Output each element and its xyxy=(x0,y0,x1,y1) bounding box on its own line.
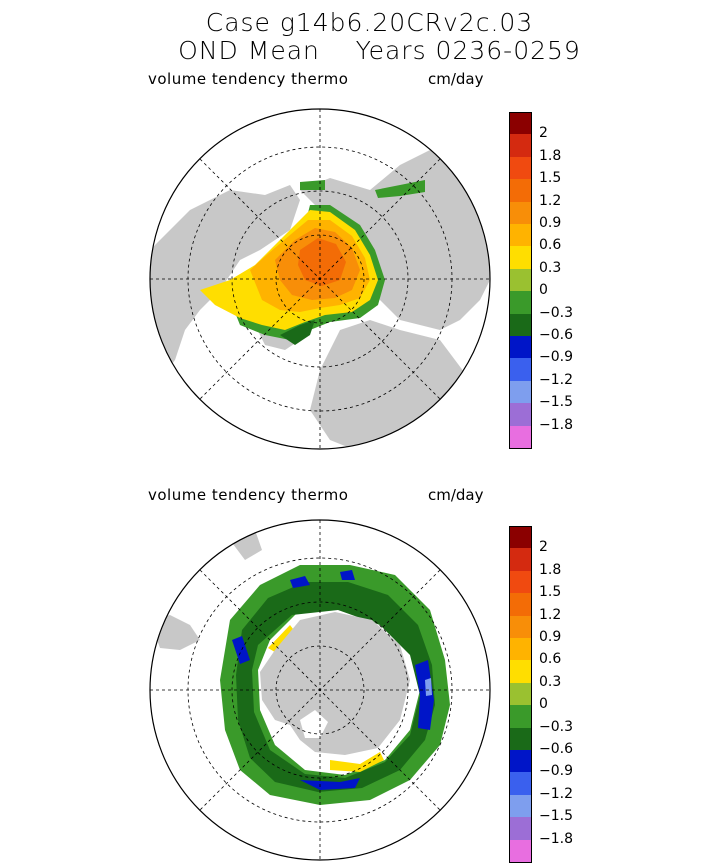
title-line-2: OND Mean Years 0236-0259 xyxy=(178,36,581,65)
colorbar-swatch xyxy=(509,134,532,158)
colorbar-swatch xyxy=(509,750,532,773)
colorbar-swatch xyxy=(509,336,532,359)
colorbar-tick-label: −0.3 xyxy=(539,304,573,321)
colorbar-swatch xyxy=(509,593,532,616)
asia-land xyxy=(300,150,490,330)
colorbar-swatch xyxy=(509,403,532,426)
colorbar-swatch xyxy=(509,705,532,728)
colorbar-tick-label: 1.2 xyxy=(539,192,562,209)
colorbar-tick-label: −1.8 xyxy=(539,830,573,847)
colorbar-tick-label: 0 xyxy=(539,696,548,713)
barents-green xyxy=(280,320,315,345)
colorbar-tick-label: −1.2 xyxy=(539,371,573,388)
colorbar-tick-label: 1.8 xyxy=(539,561,562,578)
colorbar-swatch xyxy=(509,313,532,337)
colorbar-tick-label: 1.8 xyxy=(539,147,562,164)
colorbar-tick-label: 0 xyxy=(539,282,548,299)
bering-green-strip xyxy=(300,180,325,190)
colorbar-swatch xyxy=(509,727,532,751)
colorbar-swatch xyxy=(509,380,532,404)
colorbar-swatch xyxy=(509,291,532,314)
siberia-green-strip xyxy=(375,180,425,198)
antarctic-ice-blue-5 xyxy=(232,636,250,664)
colorbar-swatch xyxy=(509,615,532,639)
colorbar-tick-label: −1.2 xyxy=(539,785,573,802)
ross-sea-ice-white xyxy=(300,710,328,738)
south-panel-units: cm/day xyxy=(428,486,484,504)
colorbar-tick-label: 0.9 xyxy=(539,215,562,231)
colorbar-swatch xyxy=(509,794,532,818)
north-america-land xyxy=(150,185,300,380)
colorbar-swatch xyxy=(509,660,532,684)
colorbar-tick-label: 0.3 xyxy=(539,259,562,276)
colorbar-tick-label: 1.2 xyxy=(539,606,562,623)
colorbar-swatch xyxy=(509,201,532,225)
north-panel-label: volume tendency thermo xyxy=(148,70,349,88)
colorbar-swatch xyxy=(509,772,532,796)
colorbar-swatch xyxy=(509,112,532,136)
arctic-map-border xyxy=(149,108,491,450)
colorbar-tick-label: 2 xyxy=(539,539,548,556)
colorbar-swatch xyxy=(509,179,532,202)
colorbar-tick-label: −0.9 xyxy=(539,763,573,780)
colorbar-tick-label: 0.6 xyxy=(539,237,562,254)
colorbar-tick-label: −0.6 xyxy=(539,741,573,757)
colorbar-tick-label: 1.5 xyxy=(539,584,562,601)
colorbar-swatch xyxy=(509,817,532,840)
colorbar-swatch xyxy=(509,570,532,594)
colorbar-tick-label: −0.3 xyxy=(539,718,573,735)
colorbar-swatch xyxy=(509,682,532,706)
colorbar-swatch xyxy=(509,268,532,292)
arctic-ice-dark-orange xyxy=(298,238,346,286)
colorbar-tick-label: −1.8 xyxy=(539,416,573,433)
antarctic-ice-blue-3 xyxy=(290,576,310,588)
colorbar-swatch xyxy=(509,526,532,550)
colorbar-swatch xyxy=(509,156,532,180)
antarctic-map xyxy=(150,520,490,860)
antarctica-land xyxy=(260,612,410,755)
antarctic-map-border xyxy=(149,519,491,861)
colorbar-swatch xyxy=(509,638,532,661)
colorbar-tick-label: 2 xyxy=(539,125,548,142)
colorbar-tick-label: 1.5 xyxy=(539,170,562,187)
colorbar-tick-label: 0.3 xyxy=(539,673,562,690)
antarctic-ice-blue-2 xyxy=(300,778,360,790)
colorbar-tick-label: 0.6 xyxy=(539,651,562,668)
colorbar-tick-label: −1.5 xyxy=(539,808,573,825)
title-line-1: Case g14b6.20CRv2c.03 xyxy=(205,8,534,37)
antarctic-ice-blue-4 xyxy=(340,570,355,580)
colorbar-swatch xyxy=(509,224,532,247)
antarctic-ice-light-blue xyxy=(425,678,432,696)
colorbar-tick-label: −0.9 xyxy=(539,349,573,366)
south-panel-label: volume tendency thermo xyxy=(148,486,349,504)
colorbar-swatch xyxy=(509,548,532,572)
colorbar-swatch xyxy=(509,839,532,864)
north-panel-units: cm/day xyxy=(428,70,484,88)
colorbar-swatch xyxy=(509,246,532,270)
antarctic-ice-yellow-rim-2 xyxy=(330,752,384,772)
colorbar-tick-label: −1.5 xyxy=(539,394,573,411)
colorbar-tick-label: −0.6 xyxy=(539,327,573,343)
colorbar-tick-label: 0.9 xyxy=(539,629,562,645)
colorbar-swatch xyxy=(509,425,532,450)
arctic-map xyxy=(150,109,490,449)
colorbar-swatch xyxy=(509,358,532,382)
antarctic-ice-blue-1 xyxy=(415,660,434,730)
